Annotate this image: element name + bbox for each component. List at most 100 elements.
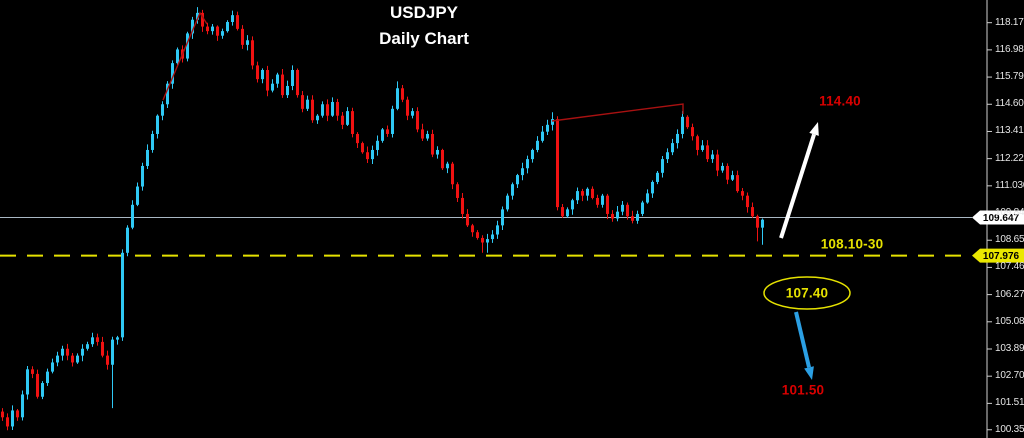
price-tags: 109.647 107.976: [972, 210, 1024, 263]
arrow: [779, 122, 819, 239]
candle: [646, 189, 649, 204]
candle: [746, 192, 749, 213]
axis-tick-label: 115.790: [995, 71, 1024, 83]
axis-tick-label: 106.270: [995, 288, 1024, 300]
candle: [66, 343, 69, 361]
candle: [406, 96, 409, 121]
candle: [126, 225, 129, 257]
candle: [401, 85, 404, 103]
candle: [626, 202, 629, 220]
candle: [611, 210, 614, 222]
axis-tick-label: 103.890: [995, 342, 1024, 354]
candle: [131, 200, 134, 230]
candle: [286, 80, 289, 98]
candle: [666, 148, 669, 164]
arrow: [794, 311, 814, 380]
candle: [576, 187, 579, 204]
candle: [301, 90, 304, 113]
candle: [501, 206, 504, 231]
candle: [266, 65, 269, 97]
downside-target-label: 101.50: [781, 382, 825, 398]
candle: [511, 182, 514, 200]
candle: [471, 223, 474, 237]
candle: [186, 31, 189, 62]
candle: [561, 203, 564, 218]
candle: [36, 369, 39, 399]
candle: [146, 144, 149, 170]
axis-tick-label: 108.650: [995, 234, 1024, 246]
candle: [246, 35, 249, 51]
candle: [761, 218, 764, 245]
candle: [641, 200, 644, 217]
candle: [151, 130, 154, 153]
candle: [741, 187, 744, 201]
candle: [1, 408, 4, 421]
candle: [441, 148, 444, 170]
candle: [671, 138, 674, 156]
axis-tick-label: 101.510: [995, 397, 1024, 409]
candle: [336, 98, 339, 121]
candlestick-series: [1, 7, 764, 431]
candle: [231, 10, 234, 26]
candle: [636, 210, 639, 224]
candle: [16, 408, 19, 421]
candle: [721, 162, 724, 173]
candle: [546, 119, 549, 135]
candle: [656, 170, 659, 185]
axis-tick-label: 116.980: [995, 43, 1024, 55]
candle: [466, 209, 469, 227]
candle: [431, 129, 434, 158]
candle: [96, 333, 99, 346]
axis-tick-label: 118.170: [995, 16, 1024, 28]
candle: [331, 97, 334, 117]
axis-tick-label: 111.030: [995, 179, 1024, 191]
candle: [711, 150, 714, 163]
candle: [316, 114, 319, 124]
candle: [226, 20, 229, 33]
axis-tick-label: 109.840: [995, 207, 1024, 219]
candle: [631, 210, 634, 224]
candle: [86, 341, 89, 351]
candle: [176, 47, 179, 65]
candle: [416, 107, 419, 133]
candle: [436, 146, 439, 159]
candle: [566, 207, 569, 218]
candle: [426, 130, 429, 141]
candle: [321, 101, 324, 118]
candle: [166, 81, 169, 108]
candle: [306, 95, 309, 112]
axis-tick-label: 114.600: [995, 98, 1024, 110]
candle: [171, 60, 174, 89]
candle: [476, 230, 479, 240]
candle: [271, 79, 274, 93]
candle: [101, 336, 104, 358]
candle: [371, 145, 374, 165]
candle: [451, 161, 454, 190]
candle: [381, 128, 384, 143]
candle: [211, 24, 214, 35]
trendlines: [162, 11, 684, 122]
candle: [51, 358, 54, 374]
candle: [586, 187, 589, 201]
oval-price-label: 107.40: [785, 285, 829, 301]
candle: [516, 173, 519, 188]
title-block: USDJPY Daily Chart: [328, 3, 520, 48]
candle: [311, 95, 314, 123]
candle: [481, 235, 484, 253]
candle: [651, 180, 654, 198]
candle: [676, 129, 679, 149]
candle: [76, 353, 79, 364]
symbol-title: USDJPY: [389, 3, 459, 22]
candle: [606, 193, 609, 220]
candle: [141, 162, 144, 191]
candle: [486, 233, 489, 253]
candle: [221, 28, 224, 39]
candle: [136, 182, 139, 207]
candle: [111, 336, 114, 409]
candle: [526, 155, 529, 174]
candle: [616, 205, 619, 222]
candle: [156, 114, 159, 139]
candle: [206, 22, 209, 35]
candle: [531, 148, 534, 163]
